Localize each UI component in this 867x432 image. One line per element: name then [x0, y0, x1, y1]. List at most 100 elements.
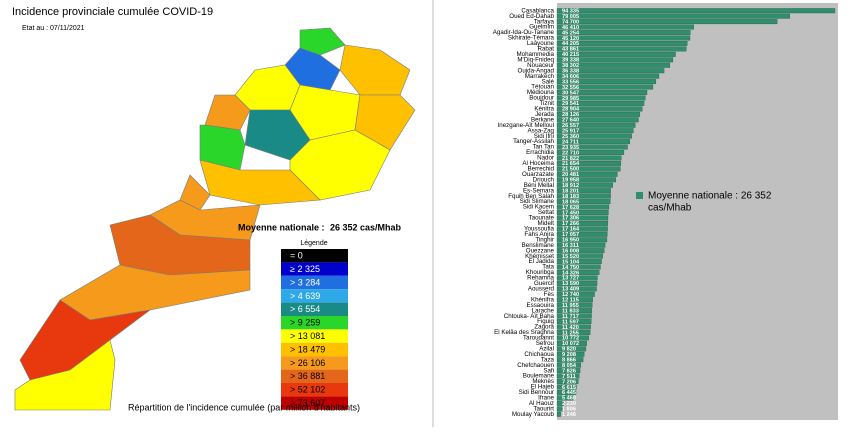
category-label: Laâyoune	[527, 40, 555, 47]
bar	[556, 84, 654, 90]
category-label: Fquih Ben Salah	[508, 193, 554, 200]
value-label: 34 606	[562, 74, 579, 80]
value-label: 44 205	[562, 41, 579, 47]
bar	[556, 330, 591, 335]
category-label: Guercif	[534, 280, 554, 287]
bar	[556, 215, 609, 221]
province	[354, 94, 416, 151]
value-label: 33 556	[562, 79, 579, 85]
value-label: 18 201	[562, 188, 579, 194]
category-label: Moulay Yacoub	[512, 411, 555, 418]
category-label: Casablanca	[521, 7, 554, 14]
province	[299, 27, 346, 56]
value-label: 18 065	[562, 199, 579, 205]
category-label: Tanger-Assilah	[513, 138, 554, 145]
value-label: 16 008	[562, 248, 579, 254]
bar	[556, 117, 639, 123]
category-label: Assa-Zag	[528, 127, 555, 134]
value-label: 2 230	[562, 401, 576, 407]
category-label: Mohammedia	[517, 51, 555, 58]
value-label: 39 338	[562, 58, 579, 64]
category-label: Tata	[542, 264, 554, 271]
legend-label: > 36 881	[290, 371, 325, 381]
bar	[556, 390, 577, 395]
value-label: 17 628	[562, 205, 579, 211]
value-label: 1 246	[562, 412, 576, 418]
value-label: 22 710	[562, 150, 579, 156]
category-label: Ouezzane	[526, 247, 555, 254]
category-label: Tan Tan	[532, 144, 554, 151]
value-label: 9 208	[562, 352, 576, 358]
value-label: 27 640	[562, 118, 579, 124]
map	[14, 27, 416, 411]
category-label: Oujda-Angad	[518, 67, 555, 74]
bar	[556, 253, 603, 259]
category-label: Zagora	[534, 324, 554, 331]
value-label: 29 541	[562, 101, 579, 107]
category-label: Sidi Bennour	[519, 389, 554, 396]
category-label: Tiznit	[539, 100, 554, 107]
value-label: 8 866	[562, 358, 576, 364]
bar	[556, 100, 645, 106]
value-label: 11 597	[562, 319, 579, 325]
bar	[556, 160, 621, 166]
value-label: 18 183	[562, 194, 579, 200]
category-label: Fès	[544, 291, 554, 298]
bar	[556, 373, 580, 379]
category-label: Meknès	[532, 378, 554, 385]
category-label: Nador	[537, 155, 554, 162]
value-label: 79 005	[562, 14, 579, 20]
bar	[556, 30, 691, 35]
value-label: 6 615	[562, 385, 576, 391]
value-label: 13 727	[562, 276, 579, 282]
legend-label: > 6 554	[290, 304, 320, 314]
legend-label: > 52 102	[290, 385, 325, 395]
bar	[556, 264, 601, 270]
category-label: Médiouna	[527, 89, 555, 96]
average-label: Moyenne nationale :	[238, 222, 325, 232]
value-label: 7 826	[562, 368, 576, 374]
bar	[556, 57, 674, 63]
legend-swatch	[281, 289, 348, 303]
category-label: Oued Ed-Dahab	[509, 13, 554, 20]
category-label: Taza	[541, 356, 555, 363]
value-label: 25 360	[562, 134, 579, 140]
bar	[556, 248, 605, 254]
bar	[556, 122, 636, 128]
bar	[556, 106, 643, 112]
legend-swatch	[281, 369, 348, 383]
category-label: Salé	[542, 78, 555, 85]
bar	[556, 259, 602, 265]
category-label: Sefrou	[536, 340, 555, 347]
value-label: 8 054	[562, 363, 577, 369]
province	[14, 339, 116, 411]
bar	[556, 19, 778, 25]
bar	[556, 291, 595, 297]
legend-swatch	[281, 356, 348, 370]
value-label: 15 520	[562, 254, 579, 260]
annotation: Moyenne nationale : 26 352	[648, 191, 772, 202]
bar	[556, 406, 563, 412]
bar	[556, 95, 646, 101]
bar	[556, 79, 657, 85]
bar	[556, 133, 632, 139]
bar	[556, 362, 581, 368]
category-label: Taroudannt	[523, 335, 554, 342]
value-label: 23 935	[562, 145, 579, 151]
value-label: 32 556	[562, 85, 579, 91]
legend-swatch	[281, 249, 348, 263]
bar	[556, 13, 790, 19]
bar	[556, 324, 591, 330]
bar	[556, 144, 628, 150]
legend-label: > 13 081	[290, 331, 325, 341]
value-label: 12 115	[562, 298, 579, 304]
category-label: Driouch	[533, 176, 555, 183]
category-label: Fahs Anjra	[524, 231, 554, 238]
value-label: 17 164	[562, 227, 580, 233]
bar	[556, 411, 561, 417]
legend-label: > 3 284	[290, 277, 320, 287]
value-label: 20 481	[562, 172, 579, 178]
value-label: 19 958	[562, 178, 579, 184]
category-label: Sidi Kacem	[523, 204, 554, 211]
